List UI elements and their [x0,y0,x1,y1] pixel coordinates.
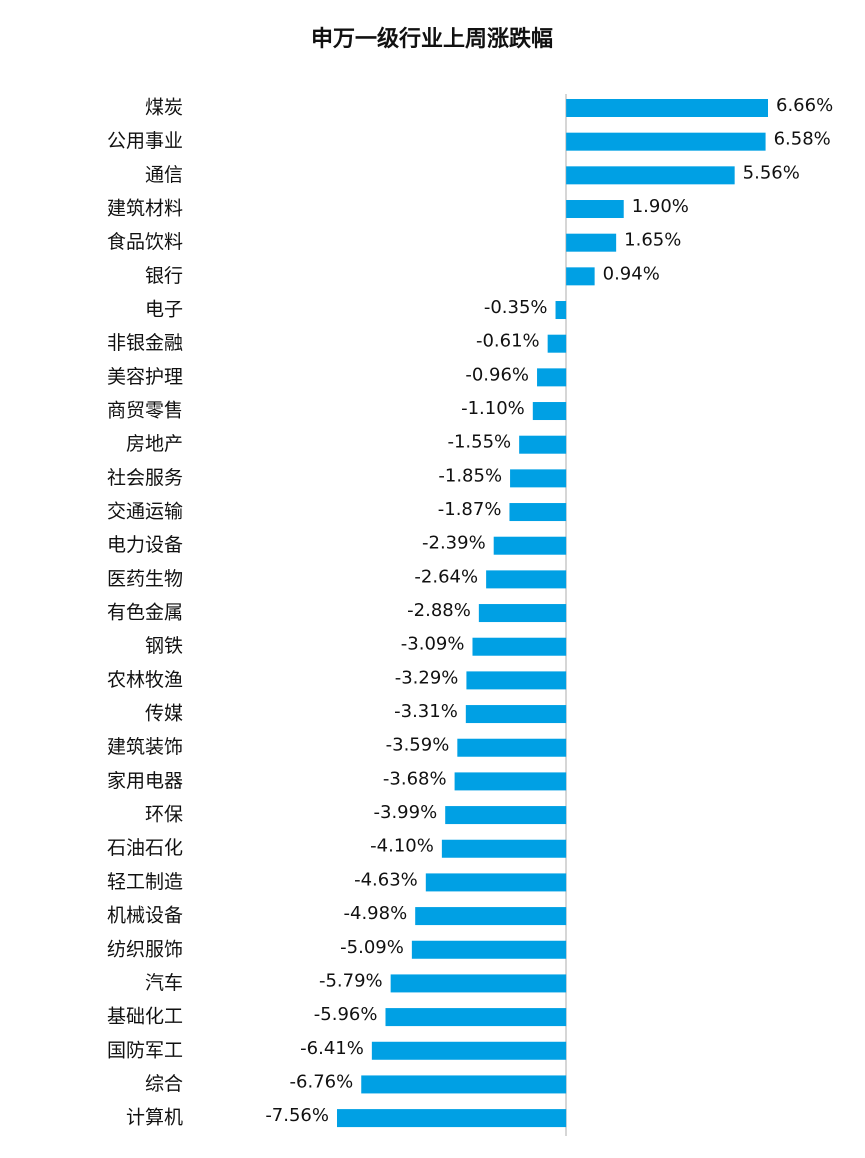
category-label: 纺织服饰 [107,938,183,960]
bar [371,1041,567,1060]
category-label: 综合 [145,1073,183,1095]
category-label: 煤炭 [145,97,183,119]
bar [566,166,735,185]
category-label: 机械设备 [107,905,183,927]
bar [457,738,567,757]
category-label: 通信 [145,164,183,186]
bar [415,907,567,926]
chart-title: 申万一级行业上周涨跌幅 [311,26,553,52]
value-label: 0.94% [603,263,660,284]
category-label: 建筑材料 [107,198,183,220]
bar [472,637,567,656]
category-label: 钢铁 [145,635,183,657]
value-label: -3.68% [383,768,447,789]
bar [390,974,567,993]
bar [537,368,567,387]
value-label: -0.61% [476,331,540,352]
bar [361,1075,567,1094]
bar [510,469,567,488]
bar [532,402,567,421]
bar [547,334,567,353]
value-label: -2.88% [407,600,471,621]
value-label: -2.64% [414,566,478,587]
bar [466,671,567,690]
value-label: -0.35% [484,297,548,318]
category-label: 房地产 [126,433,183,455]
value-label: 6.66% [776,95,833,116]
category-label: 基础化工 [107,1006,183,1028]
bar [566,200,624,219]
category-label: 食品饮料 [107,231,183,253]
bar [478,604,567,623]
value-label: 6.58% [774,129,831,150]
value-label: -7.56% [265,1105,329,1126]
bar [385,1008,567,1027]
category-label: 社会服务 [107,467,183,489]
category-label: 环保 [145,804,183,826]
category-label: 石油石化 [107,837,183,859]
value-label: -1.87% [438,499,502,520]
category-label: 计算机 [126,1107,183,1129]
value-label: -4.98% [344,903,408,924]
bar [465,705,567,724]
category-label: 家用电器 [107,770,183,792]
category-label: 交通运输 [107,501,183,523]
bar [445,806,567,825]
value-label: 1.65% [624,230,681,251]
category-label: 电子 [145,299,183,321]
category-label: 国防军工 [107,1039,183,1061]
value-label: -3.29% [395,667,459,688]
value-label: -5.96% [314,1004,378,1025]
value-label: 5.56% [743,162,800,183]
category-label: 农林牧渔 [107,669,183,691]
value-label: -0.96% [465,364,529,385]
category-label: 非银金融 [107,332,183,354]
value-label: -1.85% [438,465,502,486]
value-label: -3.99% [374,802,438,823]
bar [493,536,567,555]
category-label: 轻工制造 [107,871,183,893]
bar [509,503,567,522]
category-label: 电力设备 [107,534,183,556]
value-label: -4.10% [370,836,434,857]
category-label: 建筑装饰 [107,736,183,758]
category-label: 医药生物 [107,568,183,590]
value-label: 1.90% [632,196,689,217]
category-label: 有色金属 [107,602,183,624]
bar [519,435,567,454]
value-label: -5.09% [340,937,404,958]
bar [566,267,595,286]
value-label: -3.31% [394,701,458,722]
value-label: -1.10% [461,398,525,419]
value-label: -3.59% [386,735,450,756]
bar [425,873,567,892]
bar [337,1109,567,1128]
category-label: 汽车 [145,972,183,994]
value-label: -1.55% [447,432,511,453]
value-label: -5.79% [319,970,383,991]
bar [411,940,567,959]
bar [566,99,768,117]
bar [555,301,567,320]
bar [454,772,567,791]
value-label: -2.39% [422,533,486,554]
value-label: -3.09% [401,634,465,655]
bar [566,132,766,151]
category-label: 传媒 [145,703,183,725]
bar [486,570,567,589]
value-label: -6.76% [290,1071,354,1092]
category-label: 商贸零售 [107,400,183,422]
bar [441,839,567,858]
value-label: -4.63% [354,869,418,890]
category-label: 公用事业 [107,130,183,152]
category-label: 银行 [145,265,183,287]
bar [566,233,617,252]
category-label: 美容护理 [107,366,183,388]
value-label: -6.41% [300,1038,364,1059]
